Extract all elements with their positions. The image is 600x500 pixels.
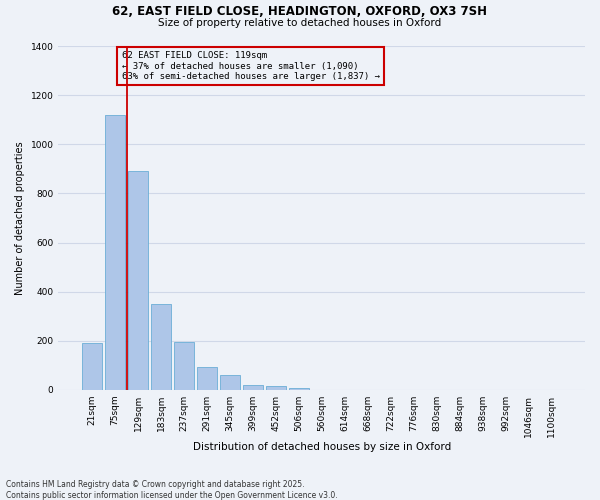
Bar — [289, 388, 308, 390]
Text: 62 EAST FIELD CLOSE: 119sqm
← 37% of detached houses are smaller (1,090)
63% of : 62 EAST FIELD CLOSE: 119sqm ← 37% of det… — [122, 51, 380, 81]
Y-axis label: Number of detached properties: Number of detached properties — [15, 141, 25, 295]
Bar — [220, 375, 239, 390]
Bar — [266, 386, 286, 390]
Bar — [151, 304, 171, 390]
Bar — [82, 344, 102, 390]
Bar — [243, 385, 263, 390]
Bar — [128, 172, 148, 390]
Bar — [106, 115, 125, 390]
Text: Size of property relative to detached houses in Oxford: Size of property relative to detached ho… — [158, 18, 442, 28]
X-axis label: Distribution of detached houses by size in Oxford: Distribution of detached houses by size … — [193, 442, 451, 452]
Bar — [174, 342, 194, 390]
Text: 62, EAST FIELD CLOSE, HEADINGTON, OXFORD, OX3 7SH: 62, EAST FIELD CLOSE, HEADINGTON, OXFORD… — [113, 5, 487, 18]
Text: Contains HM Land Registry data © Crown copyright and database right 2025.
Contai: Contains HM Land Registry data © Crown c… — [6, 480, 338, 500]
Bar — [197, 366, 217, 390]
